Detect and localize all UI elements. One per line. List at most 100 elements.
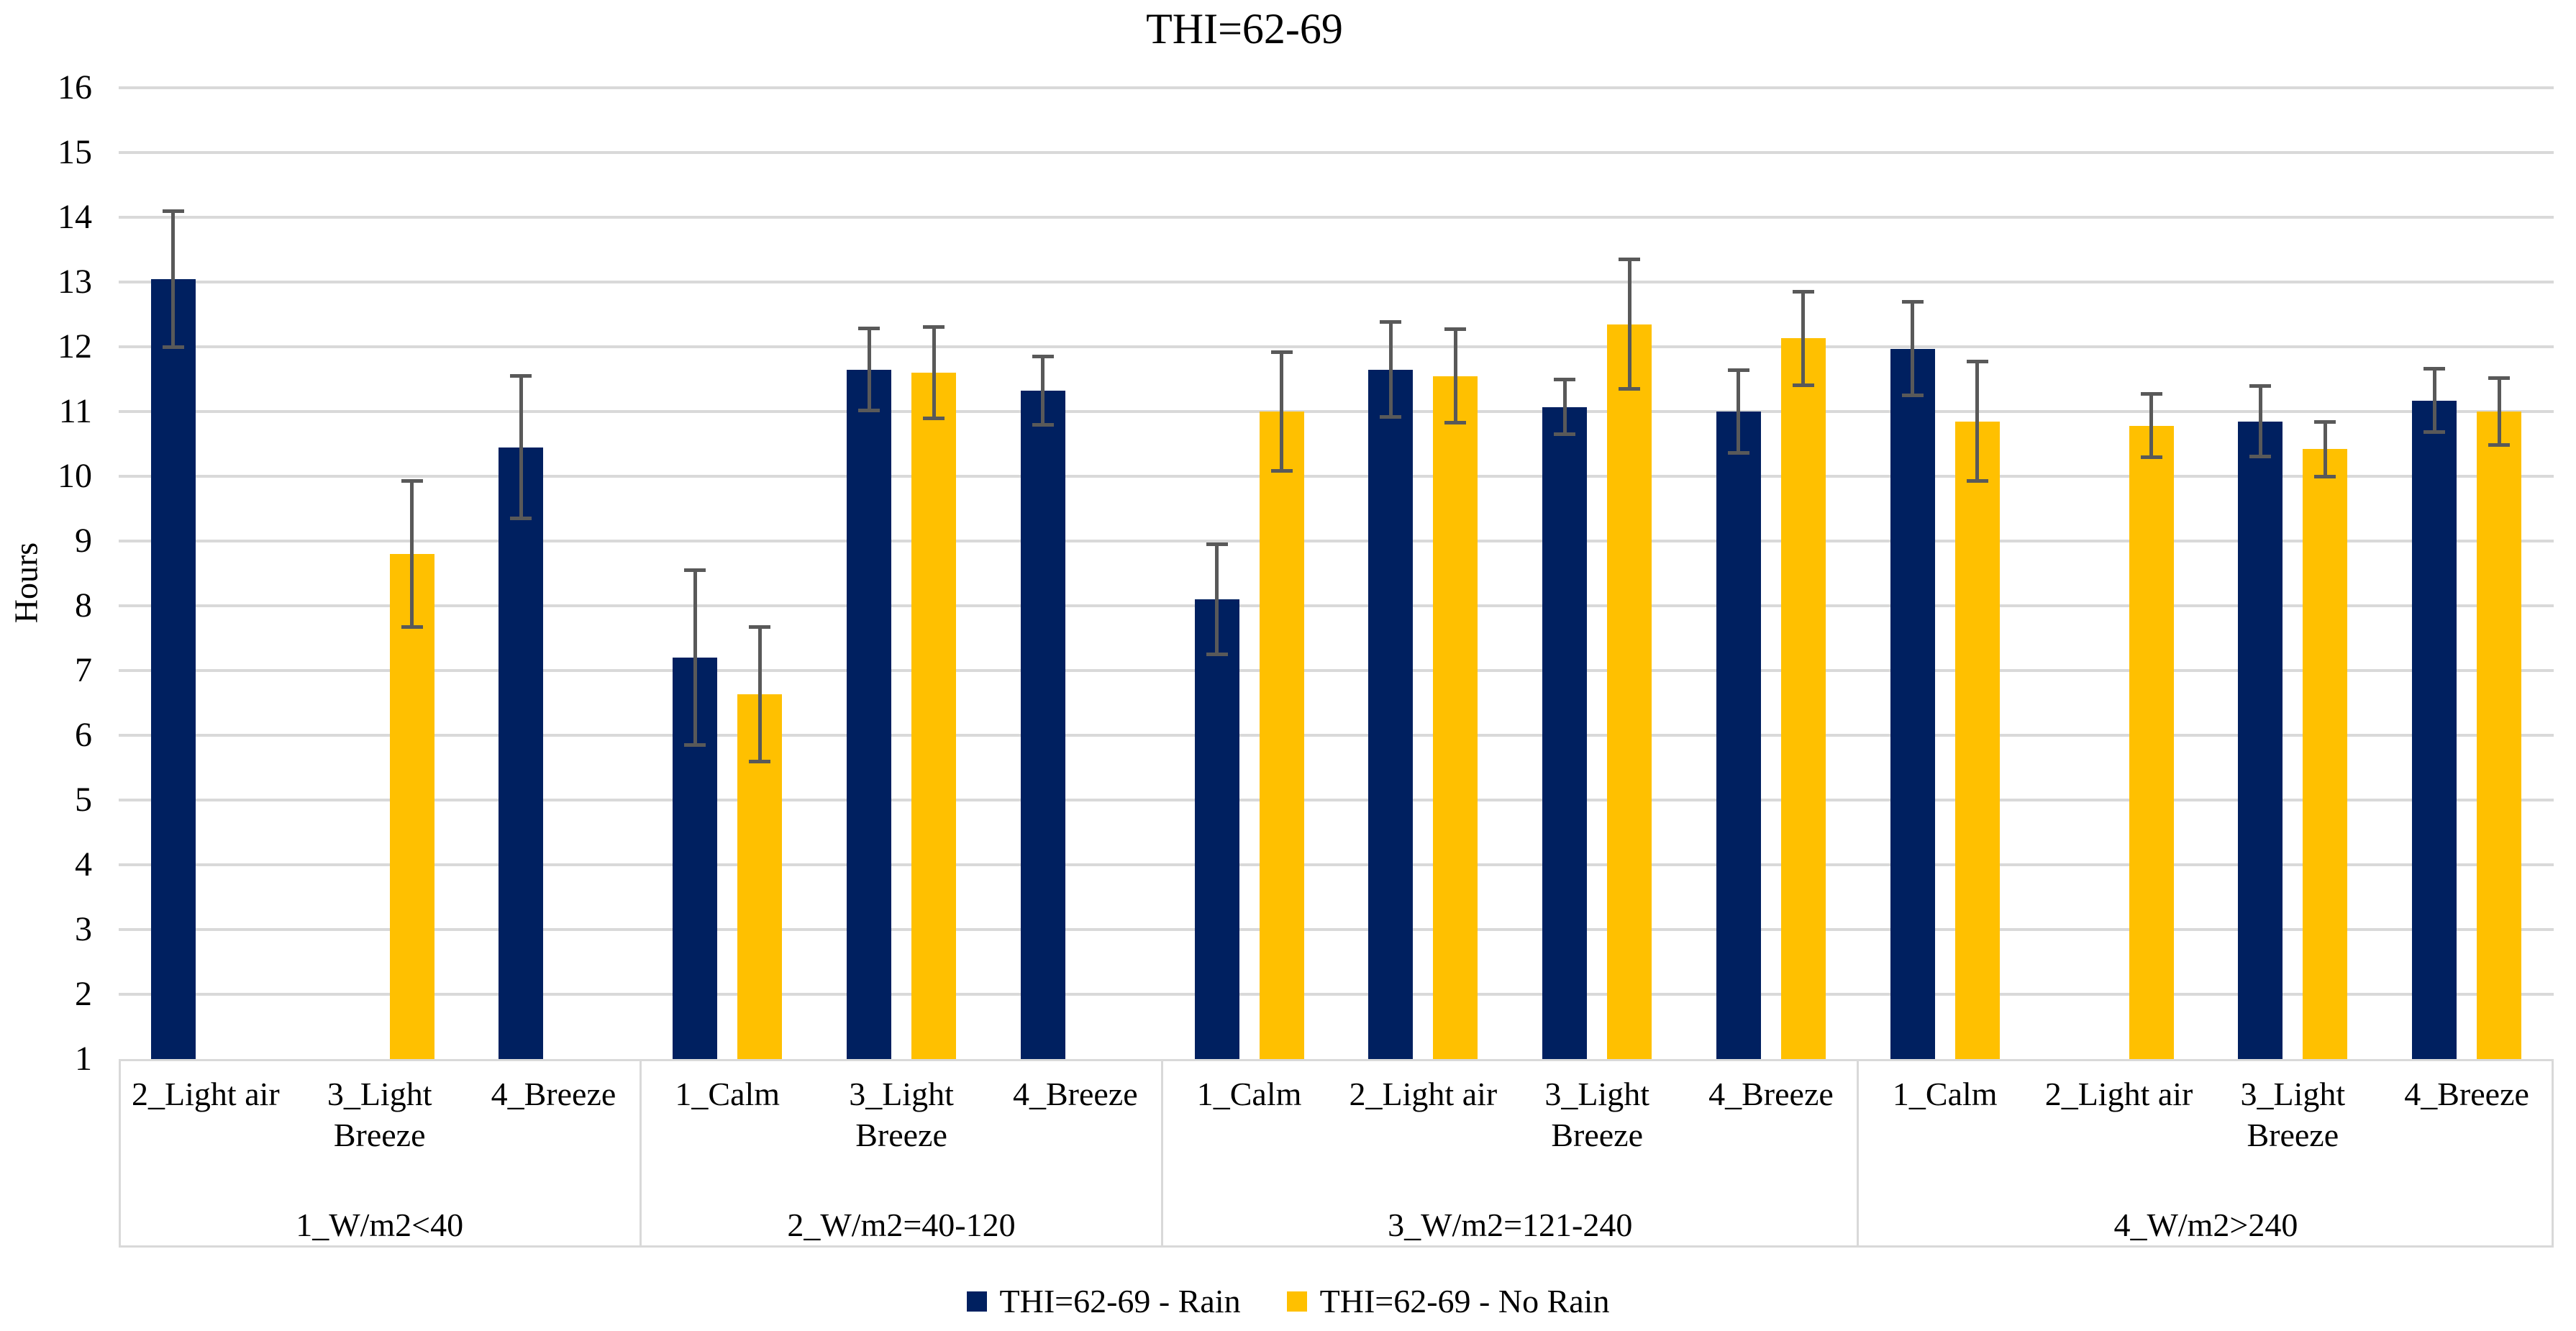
error-bar-cap-bottom xyxy=(1206,653,1228,656)
category-label: 3_Light Breeze xyxy=(1513,1073,1681,1155)
error-bar-cap-top xyxy=(2488,376,2511,380)
gridline xyxy=(119,928,2554,931)
error-bar-cap-top xyxy=(1727,368,1749,372)
error-bar-no-rain xyxy=(2497,378,2501,445)
legend-item-no-rain: THI=62-69 - No Rain xyxy=(1286,1282,1610,1320)
gridline xyxy=(119,604,2554,607)
category-label: 4_Breeze xyxy=(1687,1073,1855,1114)
bar-rain xyxy=(2238,421,2283,1059)
legend-item-rain: THI=62-69 - Rain xyxy=(966,1282,1241,1320)
y-tick-label: 12 xyxy=(58,327,92,365)
category-label: 3_Light Breeze xyxy=(817,1073,986,1155)
error-bar-rain xyxy=(2258,386,2262,457)
gridline xyxy=(119,410,2554,413)
error-bar-rain xyxy=(1737,370,1741,453)
y-tick-label: 13 xyxy=(58,263,92,301)
category-label-line: 4_Breeze xyxy=(1708,1076,1834,1112)
error-bar-cap-bottom xyxy=(1554,432,1576,436)
y-tick-label: 6 xyxy=(75,716,92,754)
error-bar-cap-bottom xyxy=(858,408,880,412)
category-label: 1_Calm xyxy=(643,1073,811,1114)
category-label: 2_Light air xyxy=(122,1073,290,1114)
error-bar-rain xyxy=(519,376,523,519)
group-label: 1_W/m2<40 xyxy=(296,1207,464,1243)
gridline xyxy=(119,669,2554,672)
category-label-line: 3_Light xyxy=(2240,1076,2346,1112)
category-label: 4_Breeze xyxy=(2382,1073,2551,1114)
bar-no-rain xyxy=(2303,449,2348,1059)
error-bar-rain xyxy=(1388,322,1393,417)
gridline xyxy=(119,345,2554,348)
error-bar-rain xyxy=(1562,379,1567,435)
error-bar-cap-bottom xyxy=(923,417,945,421)
error-bar-no-rain xyxy=(757,627,762,762)
error-bar-cap-top xyxy=(749,625,771,630)
category-label: 1_Calm xyxy=(1861,1073,2029,1114)
y-tick-label: 11 xyxy=(58,392,92,430)
error-bar-cap-bottom xyxy=(2249,454,2272,458)
legend-label-rain: THI=62-69 - Rain xyxy=(999,1283,1241,1319)
error-bar-rain xyxy=(1215,544,1219,655)
gridline xyxy=(119,216,2554,219)
error-bar-cap-bottom xyxy=(1270,469,1293,473)
legend: THI=62-69 - Rain THI=62-69 - No Rain xyxy=(0,1282,2576,1320)
error-bar-rain xyxy=(1911,301,1915,396)
category-label: 1_Calm xyxy=(1165,1073,1334,1114)
bar-no-rain xyxy=(2477,412,2522,1059)
error-bar-cap-top xyxy=(684,568,706,572)
category-label: 3_Light Breeze xyxy=(2208,1073,2377,1155)
bar-rain xyxy=(847,369,892,1059)
gridline xyxy=(119,734,2554,737)
group-separator xyxy=(1857,1059,1860,1248)
error-bar-cap-top xyxy=(401,478,423,483)
group-label: 2_W/m2=40-120 xyxy=(787,1207,1016,1243)
y-tick-label: 16 xyxy=(58,68,92,106)
y-tick-label: 1 xyxy=(75,1040,92,1078)
error-bar-cap-top xyxy=(923,324,945,329)
error-bar-no-rain xyxy=(2149,394,2154,458)
error-bar-cap-bottom xyxy=(1032,423,1054,427)
error-bar-no-rain xyxy=(932,327,936,419)
legend-swatch-rain-icon xyxy=(966,1291,987,1312)
error-bar-cap-bottom xyxy=(1444,420,1467,424)
category-label: 3_Light Breeze xyxy=(296,1073,464,1155)
error-bar-cap-top xyxy=(1966,360,1988,364)
error-bar-cap-top xyxy=(2140,392,2162,396)
gridline xyxy=(119,281,2554,283)
category-label-line: 4_Breeze xyxy=(1012,1076,1138,1112)
y-tick-label: 5 xyxy=(75,781,92,819)
error-bar-cap-top xyxy=(1901,300,1924,304)
gridline xyxy=(119,151,2554,154)
x-axis-label-box xyxy=(119,1059,2554,1248)
error-bar-cap-top xyxy=(1032,355,1054,358)
category-label-line: 2_Light air xyxy=(2044,1076,2193,1112)
legend-label-no-rain: THI=62-69 - No Rain xyxy=(1319,1283,1610,1319)
y-tick-label: 9 xyxy=(75,522,92,560)
error-bar-rain xyxy=(2432,368,2436,432)
error-bar-cap-bottom xyxy=(749,760,771,764)
bar-rain xyxy=(499,447,544,1059)
category-label-line: 4_Breeze xyxy=(491,1076,616,1112)
error-bar-cap-top xyxy=(858,327,880,331)
group-label: 4_W/m2>240 xyxy=(2113,1207,2298,1243)
error-bar-cap-bottom xyxy=(2140,455,2162,460)
error-bar-cap-top xyxy=(1270,350,1293,354)
error-bar-cap-top xyxy=(510,374,532,378)
category-label-line: Breeze xyxy=(333,1117,426,1153)
error-bar-cap-top xyxy=(1444,327,1467,332)
error-bar-cap-bottom xyxy=(1901,394,1924,397)
error-bar-cap-bottom xyxy=(2423,430,2446,435)
error-bar-no-rain xyxy=(2323,422,2327,476)
gridline xyxy=(119,799,2554,801)
bar-no-rain xyxy=(1259,412,1304,1059)
error-bar-no-rain xyxy=(1975,361,1980,481)
error-bar-cap-top xyxy=(1619,258,1641,261)
error-bar-no-rain xyxy=(1280,352,1284,471)
category-label-line: 3_Light xyxy=(849,1076,954,1112)
error-bar-cap-bottom xyxy=(2314,474,2336,478)
error-bar-rain xyxy=(171,211,176,347)
error-bar-cap-bottom xyxy=(1792,383,1814,387)
chart-title: THI=62-69 xyxy=(1146,5,1343,53)
bar-no-rain xyxy=(1780,338,1826,1059)
error-bar-cap-bottom xyxy=(1380,414,1402,419)
